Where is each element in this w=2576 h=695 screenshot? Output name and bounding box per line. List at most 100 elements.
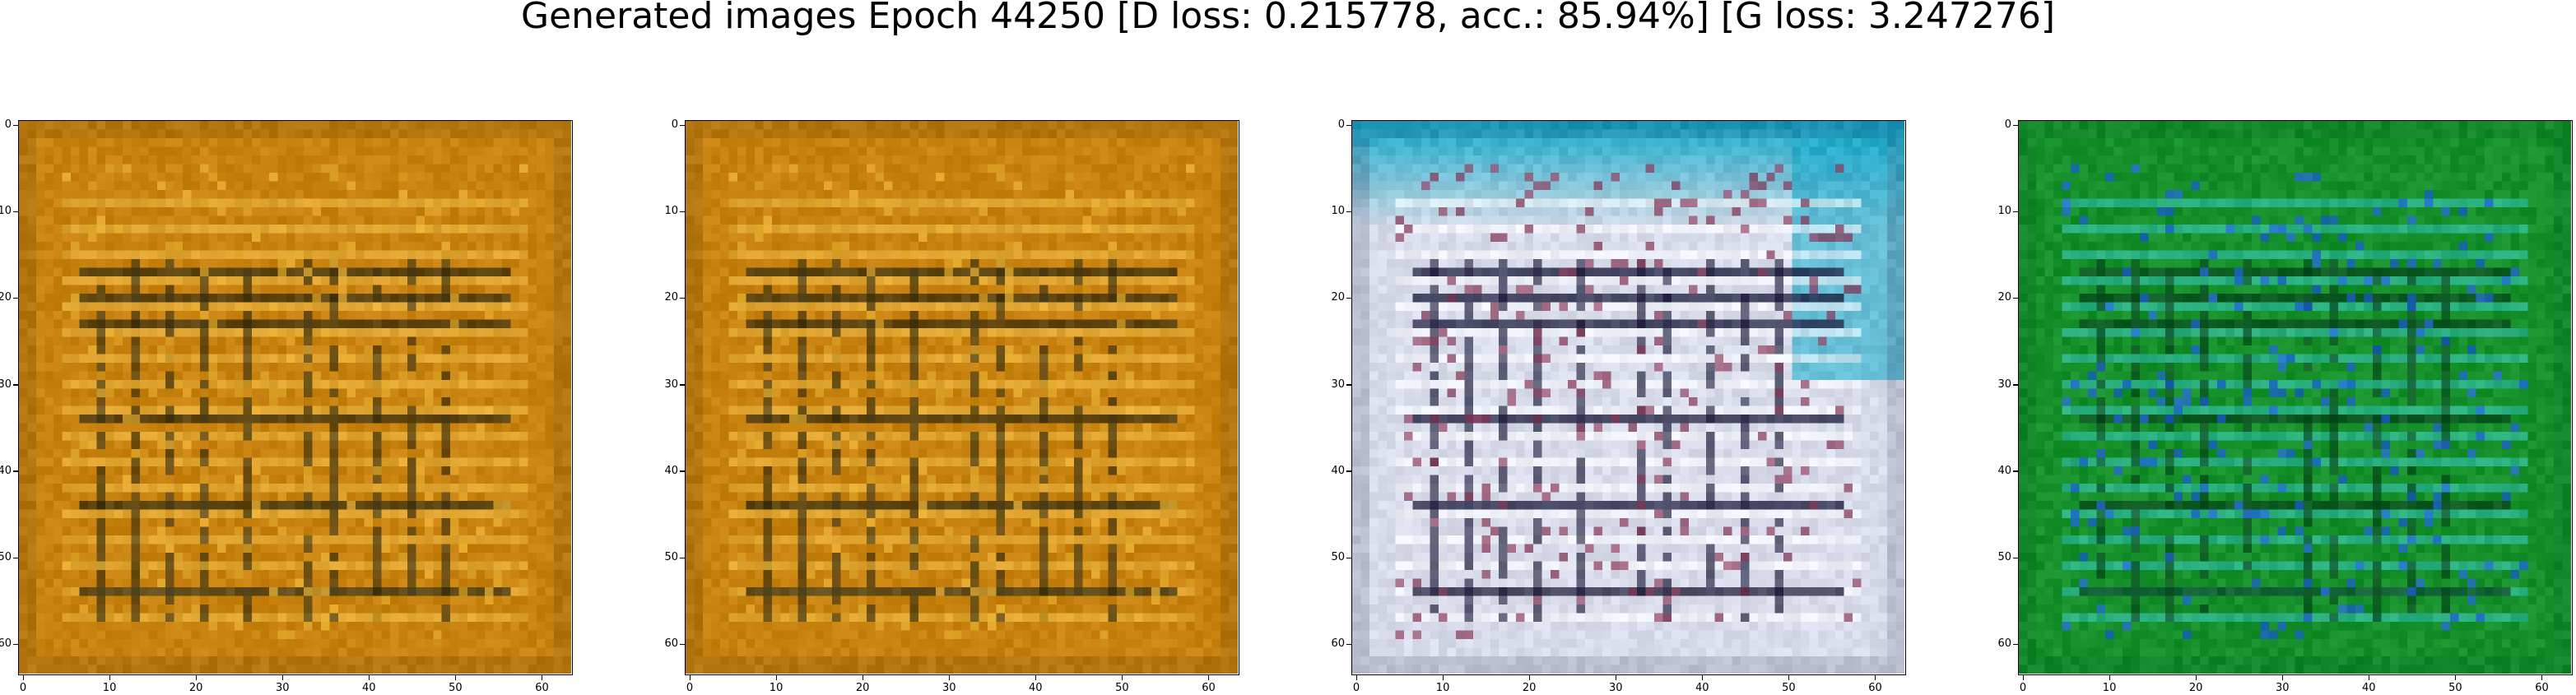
y-tick-label: 40 bbox=[1331, 464, 1345, 477]
x-tick-label: 50 bbox=[1115, 682, 1129, 694]
y-tick bbox=[13, 297, 18, 299]
y-tick-label: 60 bbox=[1331, 637, 1345, 651]
generated-image-3 bbox=[1351, 120, 1906, 675]
y-tick-label: 30 bbox=[1997, 378, 2011, 391]
x-tick-label: 60 bbox=[2535, 682, 2549, 694]
generated-image-4 bbox=[2018, 120, 2573, 675]
x-tick bbox=[281, 675, 284, 680]
y-tick bbox=[1346, 643, 1351, 646]
x-tick bbox=[2368, 675, 2370, 680]
x-tick-label: 30 bbox=[1608, 682, 1623, 694]
y-tick-label: 10 bbox=[1331, 205, 1345, 218]
x-tick bbox=[2281, 675, 2284, 680]
y-tick-label: 60 bbox=[1997, 637, 2011, 651]
x-tick bbox=[1121, 675, 1123, 680]
x-tick-label: 40 bbox=[362, 682, 376, 694]
y-tick bbox=[680, 297, 685, 299]
x-tick-label: 30 bbox=[942, 682, 956, 694]
x-tick-label: 10 bbox=[769, 682, 783, 694]
y-tick-label: 50 bbox=[664, 551, 678, 564]
x-tick bbox=[541, 675, 543, 680]
y-tick bbox=[13, 643, 18, 646]
y-tick-label: 0 bbox=[671, 118, 678, 131]
x-tick bbox=[1701, 675, 1704, 680]
y-tick bbox=[2013, 643, 2018, 646]
x-tick bbox=[22, 675, 24, 680]
y-tick bbox=[13, 211, 18, 213]
y-tick-label: 50 bbox=[0, 551, 12, 564]
y-tick-label: 30 bbox=[1331, 378, 1345, 391]
y-tick-label: 10 bbox=[0, 205, 12, 218]
y-tick bbox=[13, 557, 18, 559]
y-tick bbox=[680, 643, 685, 646]
x-tick-label: 20 bbox=[1522, 682, 1537, 694]
y-tick-label: 60 bbox=[664, 637, 678, 651]
y-tick-label: 20 bbox=[664, 291, 678, 304]
figure-title: Generated images Epoch 44250 [D loss: 0.… bbox=[520, 0, 2056, 37]
y-tick bbox=[1346, 384, 1351, 386]
x-tick bbox=[2195, 675, 2197, 680]
x-tick-label: 40 bbox=[2362, 682, 2376, 694]
x-tick bbox=[454, 675, 457, 680]
y-tick-label: 40 bbox=[664, 464, 678, 477]
x-tick-label: 60 bbox=[535, 682, 549, 694]
x-tick bbox=[195, 675, 198, 680]
x-tick-label: 0 bbox=[686, 682, 694, 694]
x-tick bbox=[2022, 675, 2024, 680]
y-tick-label: 50 bbox=[1331, 551, 1345, 564]
y-tick bbox=[2013, 384, 2018, 386]
y-tick bbox=[1346, 470, 1351, 472]
x-tick-label: 40 bbox=[1695, 682, 1709, 694]
x-tick-label: 60 bbox=[1868, 682, 1882, 694]
x-tick bbox=[368, 675, 370, 680]
y-tick bbox=[680, 211, 685, 213]
x-tick bbox=[775, 675, 778, 680]
y-tick bbox=[2013, 557, 2018, 559]
y-tick-label: 60 bbox=[0, 637, 12, 651]
y-tick bbox=[1346, 211, 1351, 213]
x-tick-label: 50 bbox=[2448, 682, 2462, 694]
x-tick-label: 0 bbox=[2019, 682, 2027, 694]
y-tick-label: 40 bbox=[1997, 464, 2011, 477]
y-tick bbox=[13, 124, 18, 126]
x-tick bbox=[862, 675, 864, 680]
generated-image-2-pixels bbox=[686, 121, 1238, 674]
y-tick bbox=[1346, 557, 1351, 559]
x-tick-label: 50 bbox=[1782, 682, 1796, 694]
y-tick bbox=[13, 470, 18, 472]
x-tick bbox=[689, 675, 690, 680]
x-tick bbox=[1355, 675, 1357, 680]
x-tick-label: 50 bbox=[449, 682, 463, 694]
y-tick bbox=[2013, 297, 2018, 299]
y-tick-label: 10 bbox=[1997, 205, 2011, 218]
y-tick bbox=[680, 124, 685, 126]
x-tick-label: 0 bbox=[1352, 682, 1360, 694]
y-tick-label: 30 bbox=[0, 378, 12, 391]
x-tick bbox=[2109, 675, 2111, 680]
y-tick-label: 20 bbox=[1997, 291, 2011, 304]
y-tick bbox=[2013, 470, 2018, 472]
x-tick-label: 30 bbox=[275, 682, 290, 694]
x-tick-label: 40 bbox=[1029, 682, 1043, 694]
x-tick-label: 10 bbox=[1435, 682, 1450, 694]
y-tick bbox=[1346, 297, 1351, 299]
y-tick-label: 30 bbox=[664, 378, 678, 391]
y-tick bbox=[680, 557, 685, 559]
x-tick-label: 60 bbox=[1202, 682, 1216, 694]
x-tick bbox=[2541, 675, 2543, 680]
x-tick-label: 30 bbox=[2275, 682, 2290, 694]
x-tick-label: 10 bbox=[2102, 682, 2117, 694]
y-tick-label: 50 bbox=[1997, 551, 2011, 564]
x-tick-label: 20 bbox=[188, 682, 203, 694]
x-tick bbox=[1207, 675, 1210, 680]
x-tick bbox=[2454, 675, 2457, 680]
y-tick bbox=[680, 384, 685, 386]
y-tick-label: 40 bbox=[0, 464, 12, 477]
generated-image-4-pixels bbox=[2019, 121, 2571, 674]
x-tick bbox=[1788, 675, 1790, 680]
x-tick bbox=[109, 675, 111, 680]
y-tick-label: 10 bbox=[664, 205, 678, 218]
x-tick bbox=[1035, 675, 1037, 680]
y-tick bbox=[2013, 211, 2018, 213]
x-tick bbox=[1442, 675, 1444, 680]
